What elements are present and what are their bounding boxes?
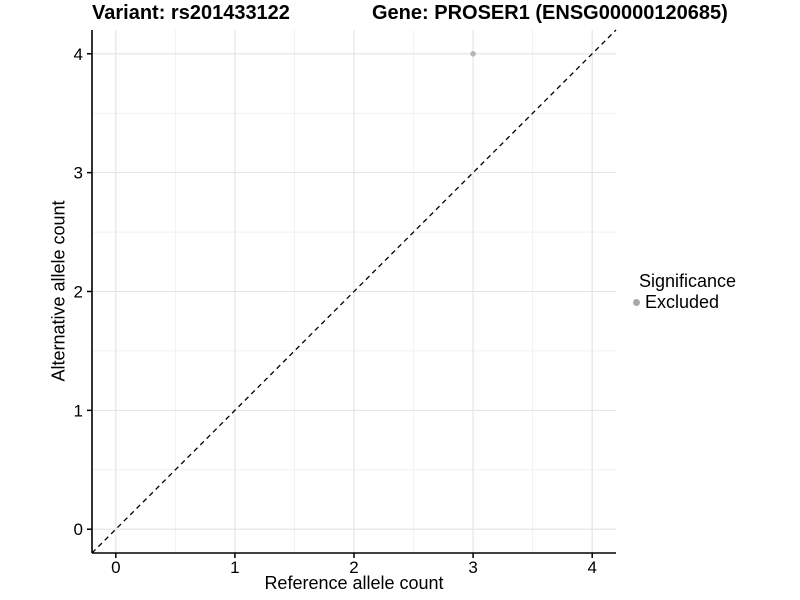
x-tick-label: 4 bbox=[587, 558, 596, 577]
data-point bbox=[470, 50, 476, 57]
x-tick-label: 2 bbox=[349, 558, 358, 577]
x-tick-label: 0 bbox=[111, 558, 120, 577]
y-tick-label: 3 bbox=[74, 164, 83, 183]
x-tick-label: 3 bbox=[468, 558, 477, 577]
legend-entry-label: Excluded bbox=[645, 292, 720, 312]
legend: Significance Excluded bbox=[633, 272, 736, 312]
variant-title: Variant: rs201433122 bbox=[92, 2, 290, 24]
legend-point-icon bbox=[633, 299, 640, 306]
legend-entry: Excluded bbox=[633, 293, 736, 312]
y-tick-label: 4 bbox=[74, 45, 83, 64]
x-axis-title: Reference allele count bbox=[264, 573, 444, 593]
y-tick-label: 2 bbox=[74, 283, 83, 302]
legend-title: Significance bbox=[639, 271, 737, 291]
y-tick-label: 0 bbox=[74, 520, 83, 539]
gene-title: Gene: PROSER1 (ENSG00000120685) bbox=[372, 2, 728, 24]
y-axis-title: Alternative allele count bbox=[48, 200, 69, 382]
identity-line bbox=[91, 29, 617, 554]
x-tick-label: 1 bbox=[230, 558, 239, 577]
y-tick-label: 1 bbox=[74, 401, 83, 420]
